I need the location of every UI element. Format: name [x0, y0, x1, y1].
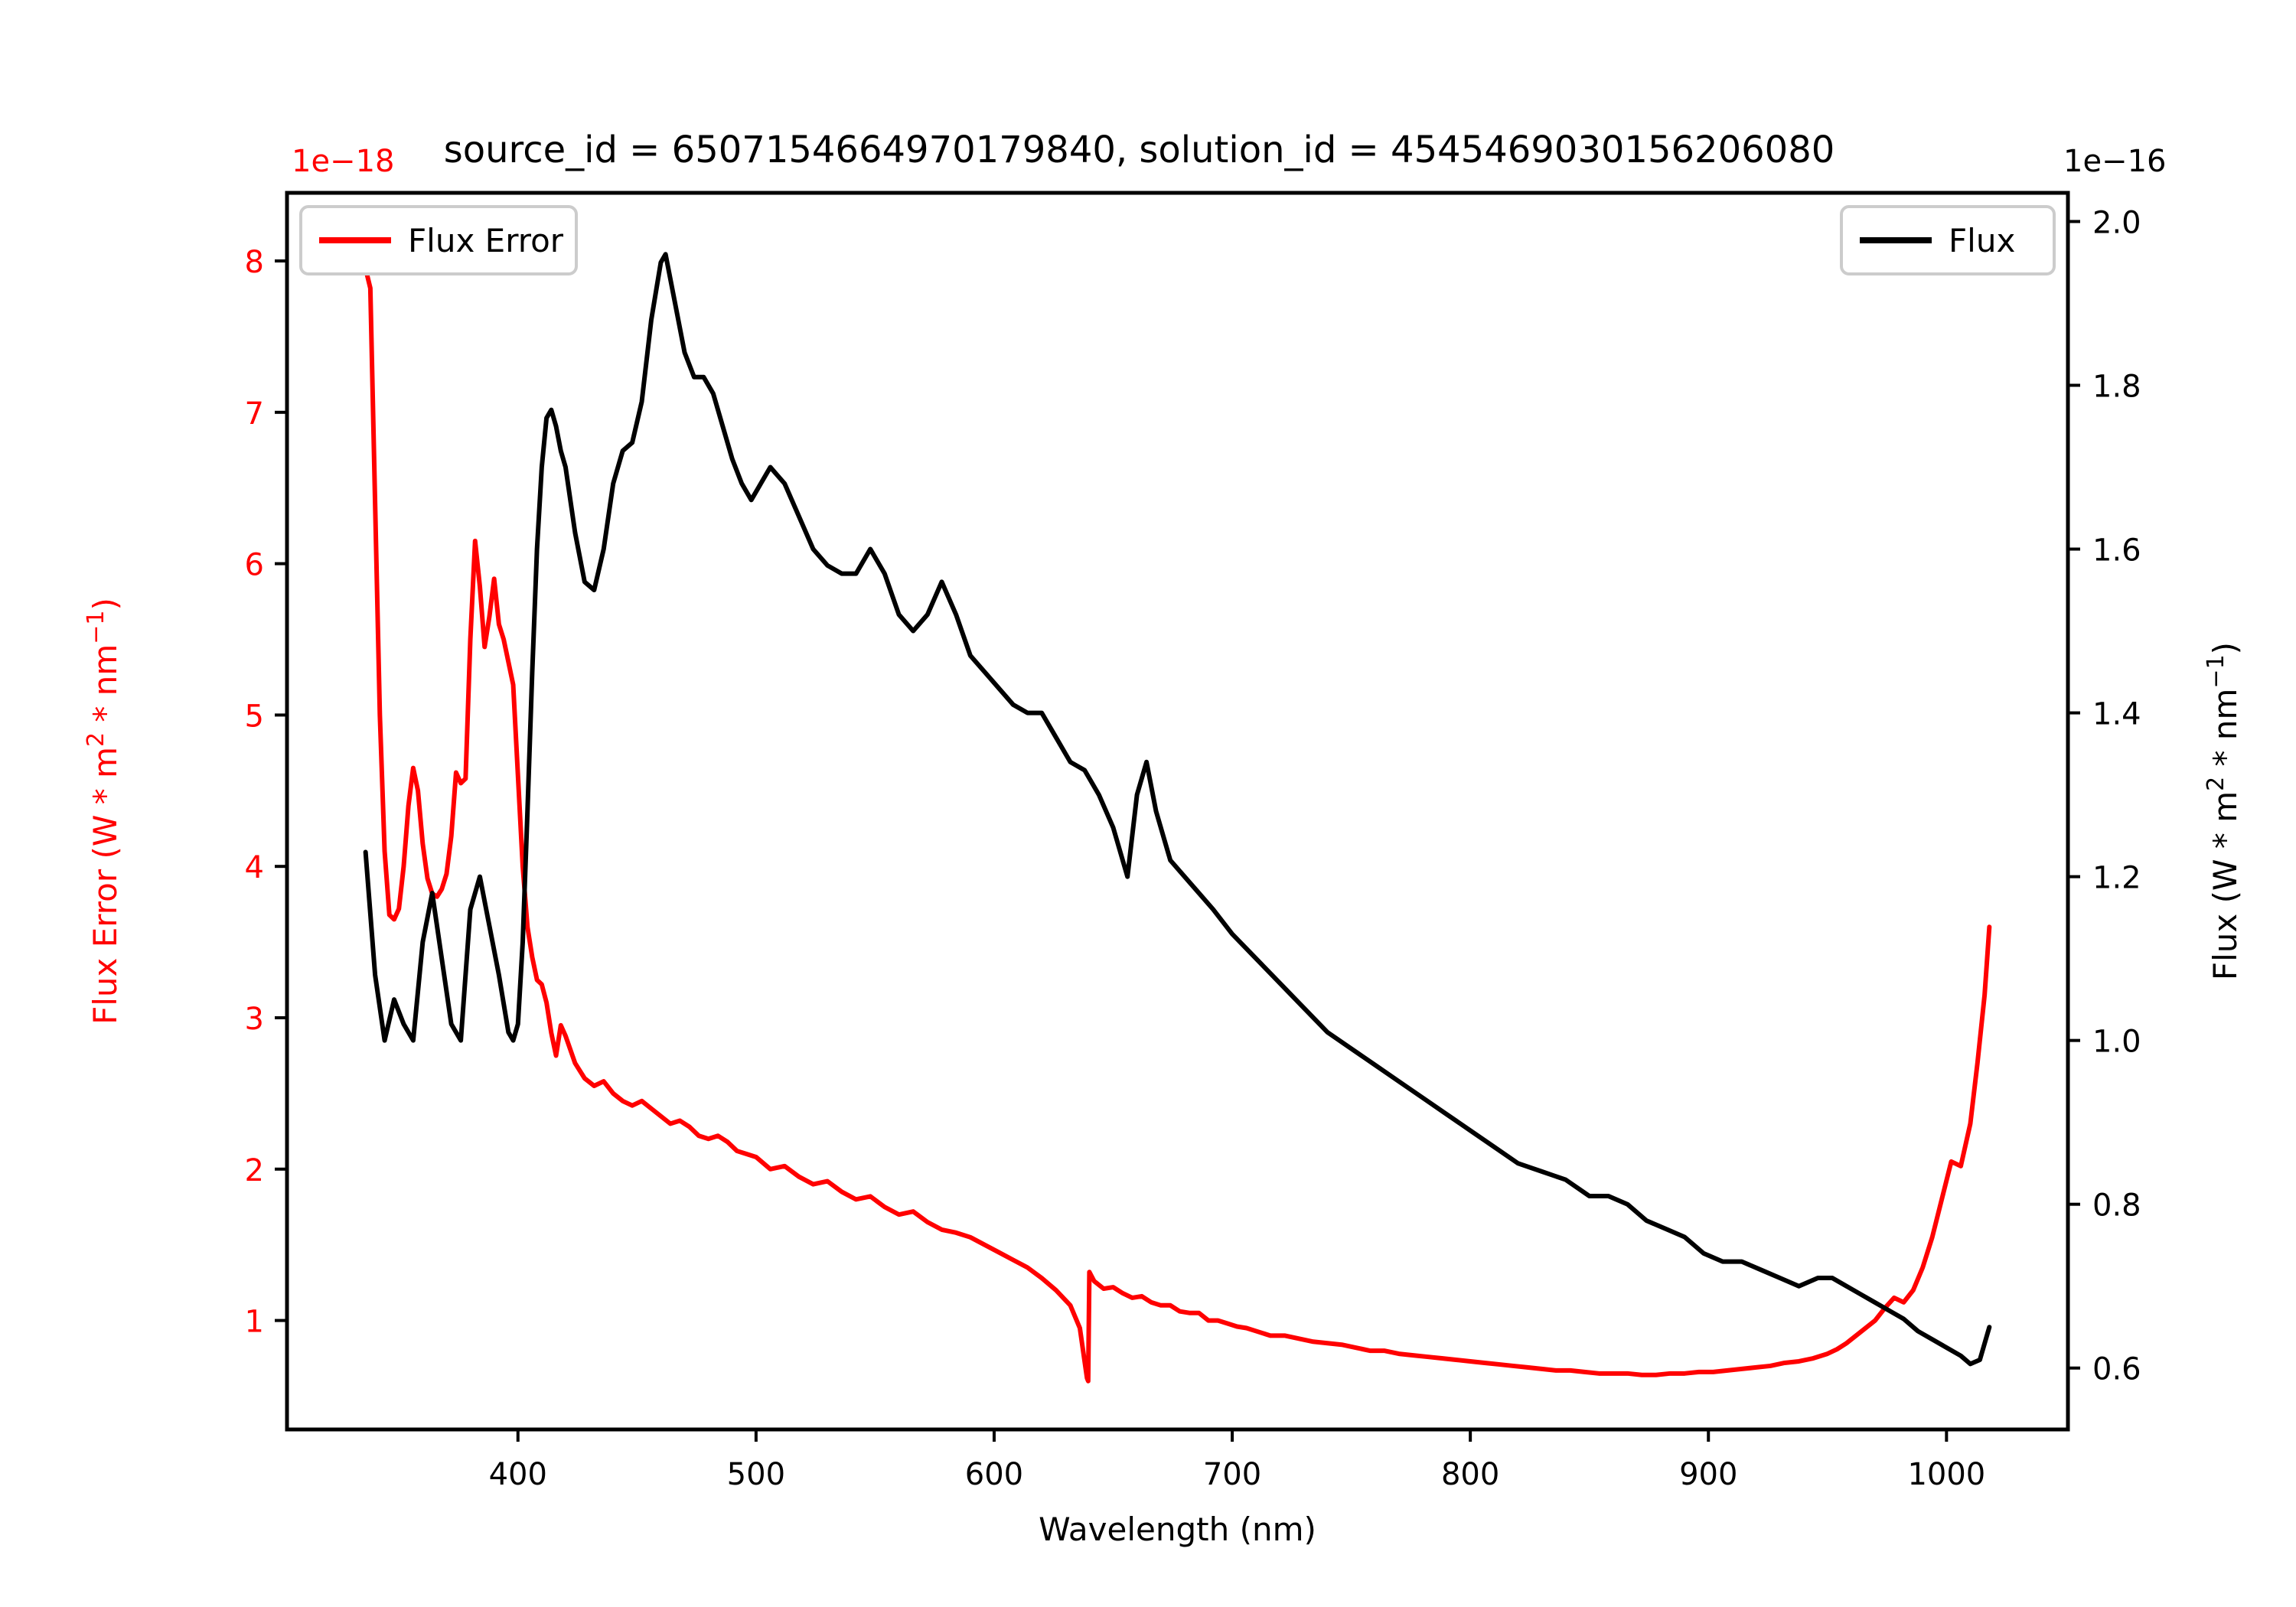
curve-flux	[363, 252, 1992, 1367]
y-right-tick-label: 0.6	[2092, 1352, 2141, 1387]
x-tick-label: 1000	[1907, 1457, 1985, 1492]
y-left-axis-title: Flux Error (W * m2 * nm−1)	[83, 598, 125, 1025]
y-left-tick-label: 4	[245, 850, 264, 885]
plot-title: source_id = 6507154664970179840, solutio…	[444, 129, 1835, 171]
legend-flux-error[interactable]: Flux Error	[299, 205, 578, 275]
legend-flux-box	[1840, 205, 2056, 275]
y-left-tick-label: 1	[245, 1305, 264, 1340]
y-left-tick-label: 5	[245, 699, 264, 734]
y-right-tick-label: 2.0	[2092, 205, 2141, 240]
y-left-tick-label: 6	[245, 548, 264, 583]
right-axis-offset-text: 1e−16	[2063, 144, 2166, 179]
y-right-tick-label: 1.0	[2092, 1025, 2141, 1060]
left-axis-offset-text: 1e−18	[292, 144, 394, 179]
y-left-tick-label: 3	[245, 1002, 264, 1037]
x-tick-label: 800	[1441, 1457, 1499, 1492]
y-right-tick-label: 1.8	[2092, 369, 2141, 404]
legend-flux-label: Flux	[1949, 222, 2015, 259]
x-axis-title: Wavelength (nm)	[1039, 1511, 1316, 1548]
y-right-axis-title: Flux (W * m2 * nm−1)	[2203, 642, 2245, 980]
axes-frame	[285, 191, 2070, 1432]
y-right-tick-label: 0.8	[2092, 1188, 2141, 1224]
x-tick-label: 900	[1679, 1457, 1737, 1492]
curve-group	[363, 252, 1992, 1384]
y-left-tick-label: 2	[245, 1153, 264, 1188]
x-tick-label: 600	[965, 1457, 1023, 1492]
curve-flux-error	[363, 266, 1992, 1384]
y-left-tick-label: 7	[245, 396, 264, 432]
y-left-tick-label: 8	[245, 245, 264, 280]
labels-group: 400 500 600 700 800 900 1000 1 2 3 4 5 6 7 8 0.6 0.8 1.0 1…	[83, 129, 2245, 1548]
legend-flux[interactable]: Flux	[1840, 205, 2056, 275]
y-right-tick-label: 1.2	[2092, 861, 2141, 896]
legend-flux-error-label: Flux Error	[408, 222, 564, 259]
x-tick-label: 700	[1203, 1457, 1261, 1492]
x-tick-label: 400	[489, 1457, 547, 1492]
x-tick-label: 500	[727, 1457, 785, 1492]
y-right-tick-label: 1.4	[2092, 697, 2141, 732]
axes-group	[275, 191, 2080, 1442]
legend-group: Flux Error Flux	[299, 205, 2056, 275]
legend-flux-error-box	[299, 205, 578, 275]
y-right-tick-label: 1.6	[2092, 533, 2141, 569]
